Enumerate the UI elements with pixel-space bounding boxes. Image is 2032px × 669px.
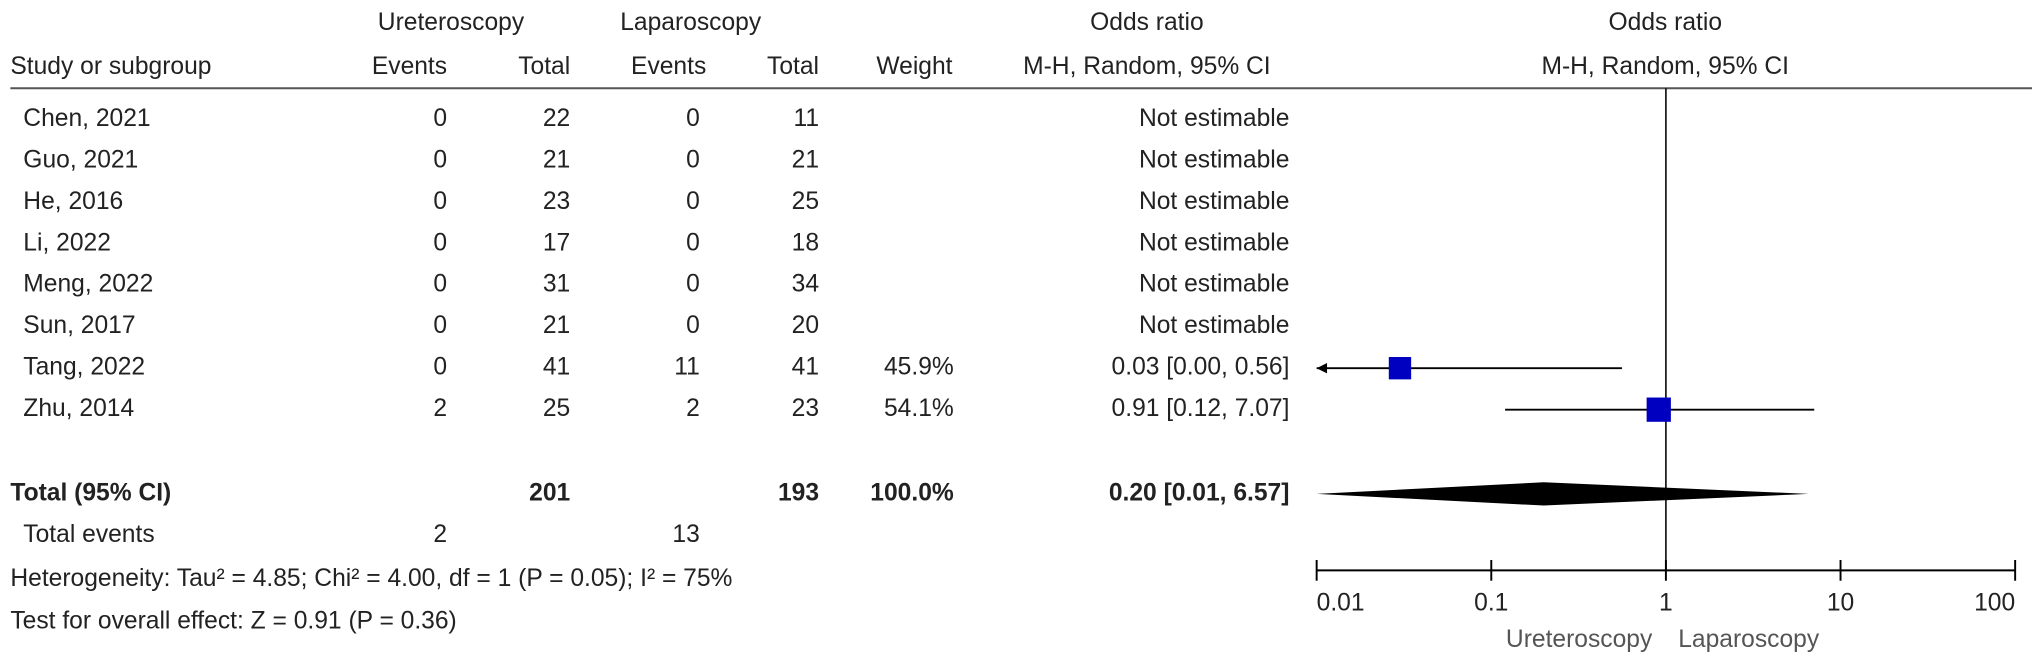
total: 18 bbox=[792, 229, 819, 256]
study-name: He, 2016 bbox=[23, 188, 123, 215]
total: 17 bbox=[543, 229, 570, 256]
ci-arrow bbox=[1316, 363, 1328, 374]
weight-header: Weight bbox=[876, 53, 952, 80]
overall-effect: Test for overall effect: Z = 0.91 (P = 0… bbox=[10, 608, 456, 635]
study-name: Tang, 2022 bbox=[23, 354, 145, 381]
study-name: Guo, 2021 bbox=[23, 146, 138, 173]
heterogeneity: Heterogeneity: Tau² = 4.85; Chi² = 4.00,… bbox=[10, 565, 732, 592]
events: 0 bbox=[433, 312, 447, 339]
ci-text: 0.20 [0.01, 6.57] bbox=[1109, 479, 1290, 506]
total: 20 bbox=[792, 312, 819, 339]
group2-header: Laparoscopy bbox=[620, 9, 762, 36]
total-label: Total (95% CI) bbox=[10, 479, 171, 506]
events: 0 bbox=[433, 105, 447, 132]
method-header: M-H, Random, 95% CI bbox=[1023, 53, 1271, 80]
events: 2 bbox=[433, 521, 447, 548]
events: 0 bbox=[686, 271, 700, 298]
total: 25 bbox=[543, 395, 570, 422]
events: 0 bbox=[433, 229, 447, 256]
study-square bbox=[1646, 397, 1671, 422]
total: 21 bbox=[543, 146, 570, 173]
events: 2 bbox=[433, 395, 447, 422]
or-header: Odds ratio bbox=[1090, 9, 1204, 36]
total: 34 bbox=[792, 271, 819, 298]
events: 0 bbox=[433, 188, 447, 215]
events: 13 bbox=[672, 521, 699, 548]
events: 0 bbox=[686, 105, 700, 132]
events: 0 bbox=[686, 229, 700, 256]
x-tick-label: 100 bbox=[1974, 590, 2015, 617]
events: 0 bbox=[686, 312, 700, 339]
x-tick-label: 1 bbox=[1659, 590, 1673, 617]
ci-text: 0.91 [0.12, 7.07] bbox=[1112, 395, 1290, 422]
ci-text: Not estimable bbox=[1139, 188, 1289, 215]
pooled-diamond bbox=[1316, 482, 1809, 506]
total: 21 bbox=[543, 312, 570, 339]
x-tick-label: 0.01 bbox=[1317, 590, 1365, 617]
weight: 45.9% bbox=[884, 354, 954, 381]
group1-header: Ureteroscopy bbox=[378, 9, 525, 36]
study-name: Sun, 2017 bbox=[23, 312, 135, 339]
events: 0 bbox=[433, 271, 447, 298]
total: 11 bbox=[793, 105, 819, 132]
study-header: Study or subgroup bbox=[10, 53, 211, 80]
total-events-label: Total events bbox=[23, 521, 154, 548]
total: 31 bbox=[543, 271, 570, 298]
events: 0 bbox=[433, 146, 447, 173]
total: 41 bbox=[792, 354, 819, 381]
x-label-right: Laparoscopy bbox=[1678, 626, 1820, 653]
events: 0 bbox=[433, 354, 447, 381]
ci-text: Not estimable bbox=[1139, 105, 1289, 132]
total: 22 bbox=[543, 105, 570, 132]
study-name: Zhu, 2014 bbox=[23, 395, 134, 422]
x-tick-label: 10 bbox=[1827, 590, 1854, 617]
ci-text: 0.03 [0.00, 0.56] bbox=[1112, 354, 1290, 381]
study-name: Meng, 2022 bbox=[23, 271, 153, 298]
total: 23 bbox=[543, 188, 570, 215]
study-square bbox=[1388, 357, 1412, 380]
events: 2 bbox=[686, 395, 700, 422]
weight: 100.0% bbox=[870, 479, 954, 506]
total: 193 bbox=[778, 479, 819, 506]
x-tick-label: 0.1 bbox=[1474, 590, 1508, 617]
study-name: Li, 2022 bbox=[23, 229, 111, 256]
ci-text: Not estimable bbox=[1139, 312, 1289, 339]
weight: 54.1% bbox=[884, 395, 954, 422]
ci-text: Not estimable bbox=[1139, 229, 1289, 256]
study-name: Chen, 2021 bbox=[23, 105, 150, 132]
total: 41 bbox=[543, 354, 570, 381]
events: 11 bbox=[674, 354, 700, 381]
total-header: Total bbox=[767, 53, 819, 80]
events: 0 bbox=[686, 146, 700, 173]
total: 25 bbox=[792, 188, 819, 215]
total-header: Total bbox=[518, 53, 570, 80]
x-label-left: Ureteroscopy bbox=[1506, 626, 1653, 653]
ci-text: Not estimable bbox=[1139, 271, 1289, 298]
total: 21 bbox=[792, 146, 819, 173]
method-header: M-H, Random, 95% CI bbox=[1541, 53, 1789, 80]
events-header: Events bbox=[631, 53, 706, 80]
or-header: Odds ratio bbox=[1608, 9, 1722, 36]
total: 23 bbox=[792, 395, 819, 422]
total: 201 bbox=[529, 479, 570, 506]
ci-text: Not estimable bbox=[1139, 146, 1289, 173]
events: 0 bbox=[686, 188, 700, 215]
events-header: Events bbox=[372, 53, 447, 80]
